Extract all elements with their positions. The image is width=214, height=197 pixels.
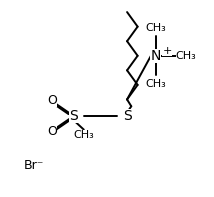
- Text: S: S: [69, 109, 78, 123]
- Text: CH₃: CH₃: [73, 130, 94, 140]
- Text: CH₃: CH₃: [145, 23, 166, 33]
- Text: S: S: [123, 109, 131, 123]
- Text: O: O: [47, 125, 57, 138]
- Text: +: +: [162, 46, 172, 56]
- Text: CH₃: CH₃: [176, 51, 197, 61]
- Text: CH₃: CH₃: [145, 79, 166, 89]
- Text: Br⁻: Br⁻: [24, 159, 44, 172]
- Text: N: N: [150, 49, 161, 63]
- Text: O: O: [47, 94, 57, 107]
